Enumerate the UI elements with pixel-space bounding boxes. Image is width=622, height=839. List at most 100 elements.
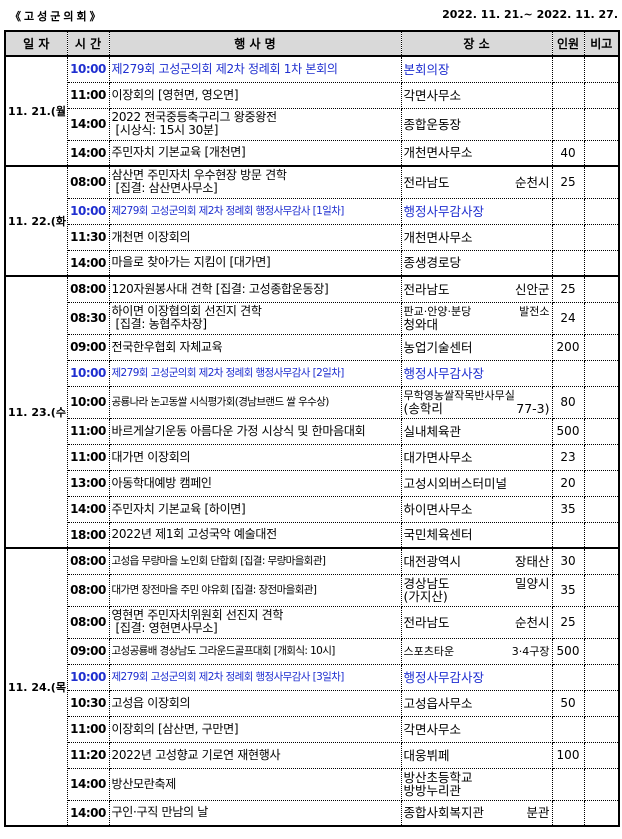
date-cell: 11. 23.(수) <box>4 275 68 549</box>
date-cell: 11. 21.(월) <box>4 55 68 167</box>
time-cell: 08:00 <box>66 165 110 199</box>
time-cell: 10:30 <box>66 689 110 717</box>
attendees-cell: 25 <box>551 275 585 303</box>
note-cell <box>583 689 620 717</box>
event-title-line: 2022 전국중등축구리그 왕중왕전 <box>111 110 278 124</box>
note-cell <box>583 275 620 303</box>
attendees-cell <box>551 663 585 691</box>
header-row: 일 자 시 간 행 사 명 장 소 인원 비고 <box>4 30 620 57</box>
place-line: 방산초등학교 <box>403 770 473 785</box>
time-cell: 11:20 <box>66 741 110 769</box>
note-cell <box>583 715 620 743</box>
note-cell <box>583 55 620 83</box>
event-title-line: [집결: 농협주차장] <box>115 317 208 331</box>
time-cell: 09:00 <box>66 637 110 665</box>
place-line: 종생경로당 <box>403 255 462 271</box>
note-cell <box>583 741 620 769</box>
attendees-cell <box>551 359 585 387</box>
place-line: 방방누리관 <box>403 783 462 798</box>
attendees-cell: 25 <box>551 165 585 199</box>
time-cell: 14:00 <box>66 139 110 167</box>
time-cell: 08:00 <box>66 547 110 575</box>
note-cell <box>583 385 620 419</box>
event-title-line: 이장회의 [영현면, 영오면] <box>111 87 239 102</box>
event-title-cell: 주민자치 기본교육 [하이면] <box>108 495 402 523</box>
place-line: 전라남도 순천시 <box>403 614 550 630</box>
time-cell: 10:00 <box>66 663 110 691</box>
event-title-cell: 2022년 제1회 고성국악 예술대전 <box>108 521 402 549</box>
event-title-cell: 방산모란축제 <box>108 767 402 801</box>
note-cell <box>583 249 620 277</box>
organization-title: 《고성군의회》 <box>10 10 104 23</box>
note-cell <box>583 443 620 471</box>
table-row: 14:00 2022 전국중등축구리그 왕중왕전 [시상식: 15시 30분] 종합운… <box>5 107 620 141</box>
col-place: 장 소 <box>400 30 553 57</box>
note-cell <box>583 573 620 607</box>
note-cell <box>583 81 620 109</box>
place-line: 개천면사무소 <box>403 229 473 245</box>
event-title-cell: 대가면 장전마을 주민 야유회 [집결: 장전마을회관] <box>108 573 402 607</box>
table-row: 10:00 공룡나라 논고동쌀 시식평가회(경남브랜드 쌀 우수상) 무학영농쌀작목… <box>5 385 620 419</box>
event-title-line: 주민자치 기본교육 [개천면] <box>111 145 246 160</box>
place-cell: 국민체육센터 <box>400 521 553 549</box>
event-title-line: [집결: 삼산면사무소] <box>115 181 218 196</box>
event-title-line: 전국한우협회 자체교육 <box>111 339 223 354</box>
place-line: 본회의장 <box>403 61 450 77</box>
note-cell <box>583 495 620 523</box>
event-title-line: [집결: 영현면사무소] <box>115 621 218 635</box>
time-cell: 08:00 <box>66 573 110 607</box>
table-row: 08:00 영현면 주민자치위원회 선진지 견학 [집결: 영현면사무소] 전라남도 … <box>5 605 620 639</box>
event-title-cell: 제279회 고성군의회 제2차 정례회 행정사무감사 [3일차] <box>108 663 402 691</box>
event-title-cell: 구인·구직 만남의 날 <box>108 799 402 827</box>
event-title-cell: 고성공룡배 경상남도 그라운드골프대회 [개회식: 10시] <box>108 637 402 665</box>
place-line: 행정사무감사장 <box>403 669 485 685</box>
event-title-line: 대가면 이장회의 <box>111 449 191 464</box>
place-line: (가지산) <box>403 589 448 604</box>
table-row: 14:00 구인·구직 만남의 날 종합사회복지관 분관 <box>5 799 620 827</box>
attendees-cell <box>551 81 585 109</box>
attendees-cell: 80 <box>551 385 585 419</box>
event-title-line: 바르게살기운동 아름다운 가정 시상식 및 한마음대회 <box>111 423 366 438</box>
event-title-line: 이장회의 [삼산면, 구만면] <box>111 721 239 736</box>
note-cell <box>583 521 620 549</box>
time-cell: 10:00 <box>66 197 110 225</box>
place-line: 농업기술센터 <box>403 339 473 355</box>
time-cell: 14:00 <box>66 799 110 827</box>
event-title-line: 제279회 고성군의회 제2차 정례회 1차 본회의 <box>111 61 338 76</box>
table-row: 10:00 제279회 고성군의회 제2차 정례회 행정사무감사 [2일차] 행정사… <box>5 359 620 387</box>
event-title-cell: 제279회 고성군의회 제2차 정례회 행정사무감사 [1일차] <box>108 197 402 225</box>
place-cell: 무학영농쌀작목반사무실 (송학리 77-3) <box>400 385 553 419</box>
place-cell: 개천면사무소 <box>400 139 553 167</box>
place-cell: 종합사회복지관 분관 <box>400 799 553 827</box>
place-cell: 전라남도 순천시 <box>400 605 553 639</box>
col-time: 시 간 <box>66 30 110 57</box>
table-row: 11. 24.(목) 08:00 고성읍 무량마을 노인회 단합회 [집결: 무량마… <box>4 547 620 827</box>
place-line: 경상남도 밀양시 <box>403 576 550 591</box>
table-row: 14:00 주민자치 기본교육 [개천면] 개천면사무소 40 <box>5 139 620 167</box>
event-title-line: 제279회 고성군의회 제2차 정례회 행정사무감사 [3일차] <box>111 670 345 683</box>
time-cell: 10:00 <box>66 385 110 419</box>
place-line: 판교·안양·분당 발전소 <box>403 305 550 318</box>
date-cell: 11. 24.(목) <box>4 547 68 827</box>
time-cell: 11:00 <box>66 417 110 445</box>
table-row: 11. 23.(수) 08:00 120자원봉사대 견학 [집결: 고성종합운동장]… <box>4 275 620 549</box>
place-cell: 방산초등학교 방방누리관 <box>400 767 553 801</box>
event-title-cell: 아동학대예방 캠페인 <box>108 469 402 497</box>
place-line: 무학영농쌀작목반사무실 <box>403 389 515 402</box>
place-cell: 실내체육관 <box>400 417 553 445</box>
note-cell <box>583 767 620 801</box>
table-row: 14:00 마을로 찾아가는 지킴이 [대가면] 종생경로당 <box>5 249 620 277</box>
place-line: 청와대 <box>403 317 439 332</box>
attendees-cell <box>551 249 585 277</box>
attendees-cell: 50 <box>551 689 585 717</box>
col-count: 인원 <box>551 30 585 57</box>
event-title-cell: 공룡나라 논고동쌀 시식평가회(경남브랜드 쌀 우수상) <box>108 385 402 419</box>
time-cell: 08:00 <box>66 275 110 303</box>
table-row: 08:00 대가면 장전마을 주민 야유회 [집결: 장전마을회관] 경상남도 밀양… <box>5 573 620 607</box>
event-title-cell: 2022 전국중등축구리그 왕중왕전 [시상식: 15시 30분] <box>108 107 402 141</box>
date-cell: 11. 22.(화) <box>4 165 68 277</box>
time-cell: 14:00 <box>66 249 110 277</box>
event-title-cell: 제279회 고성군의회 제2차 정례회 1차 본회의 <box>108 55 402 83</box>
note-cell <box>583 139 620 167</box>
event-title-cell: 이장회의 [영현면, 영오면] <box>108 81 402 109</box>
